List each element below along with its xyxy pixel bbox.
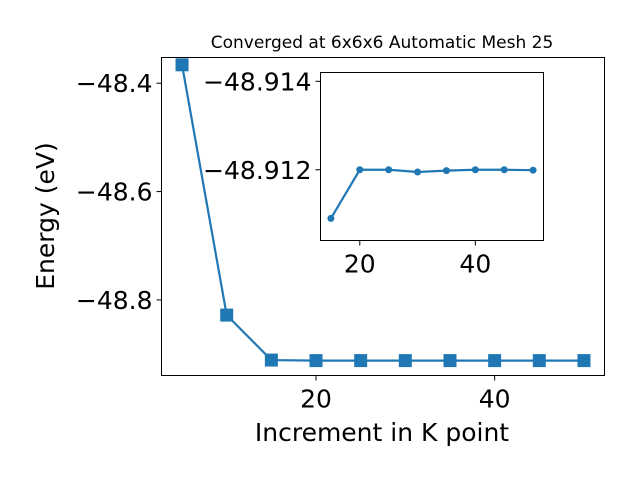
inset-x-ticks: 20 40 [344,240,491,279]
main-y-tick-label: −48.4 [76,69,153,98]
main-y-tick-label: −48.6 [76,178,153,207]
inset-y-tick-label: −48.912 [203,156,311,185]
main-data-point [220,308,234,322]
inset-data-point [471,166,479,174]
main-y-axis-label: Energy (eV) [31,142,60,289]
inset-data-point [500,166,508,174]
inset-series-line [329,168,534,219]
inset-data-point [385,166,393,174]
main-data-point [577,354,591,368]
inset-plot-frame [320,72,544,241]
inset-data-point [356,166,364,174]
main-title: Converged at 6x6x6 Automatic Mesh 25 [211,33,554,53]
main-data-point [354,354,368,368]
main-data-point [309,354,323,368]
inset-background [320,72,544,241]
main-data-point [532,354,546,368]
inset-y-tick-label: −48.914 [203,67,311,96]
inset-data-point [414,168,422,176]
main-y-tick-label: −48.8 [76,286,153,315]
main-x-axis-label: Increment in K point [255,418,509,447]
main-data-point [443,354,457,368]
main-data-point [398,354,412,368]
main-data-point [488,354,502,368]
main-x-ticks: 20 40 [300,375,511,414]
main-plot-frame [161,57,605,376]
main-x-tick-label: 40 [479,385,511,414]
main-series-line [180,64,584,362]
main-x-tick-label: 20 [300,385,332,414]
inset-y-ticks: −48.914 −48.912 [203,67,321,185]
main-plot: Converged at 6x6x6 Automatic Mesh 25 20 4… [31,33,605,447]
inset-x-tick-label: 20 [344,250,376,279]
inset-x-tick-label: 40 [459,250,491,279]
inset-series-markers [327,166,537,222]
main-y-ticks: −48.4 −48.6 −48.8 [76,69,162,315]
main-data-point [264,353,278,367]
inset-data-point [327,214,335,222]
inset-data-point [442,167,450,175]
main-series-markers [175,58,591,368]
inset-data-point [529,166,537,174]
main-data-point [175,58,189,72]
inset-plot: 20 40 −48.914−48.912 [203,67,544,279]
